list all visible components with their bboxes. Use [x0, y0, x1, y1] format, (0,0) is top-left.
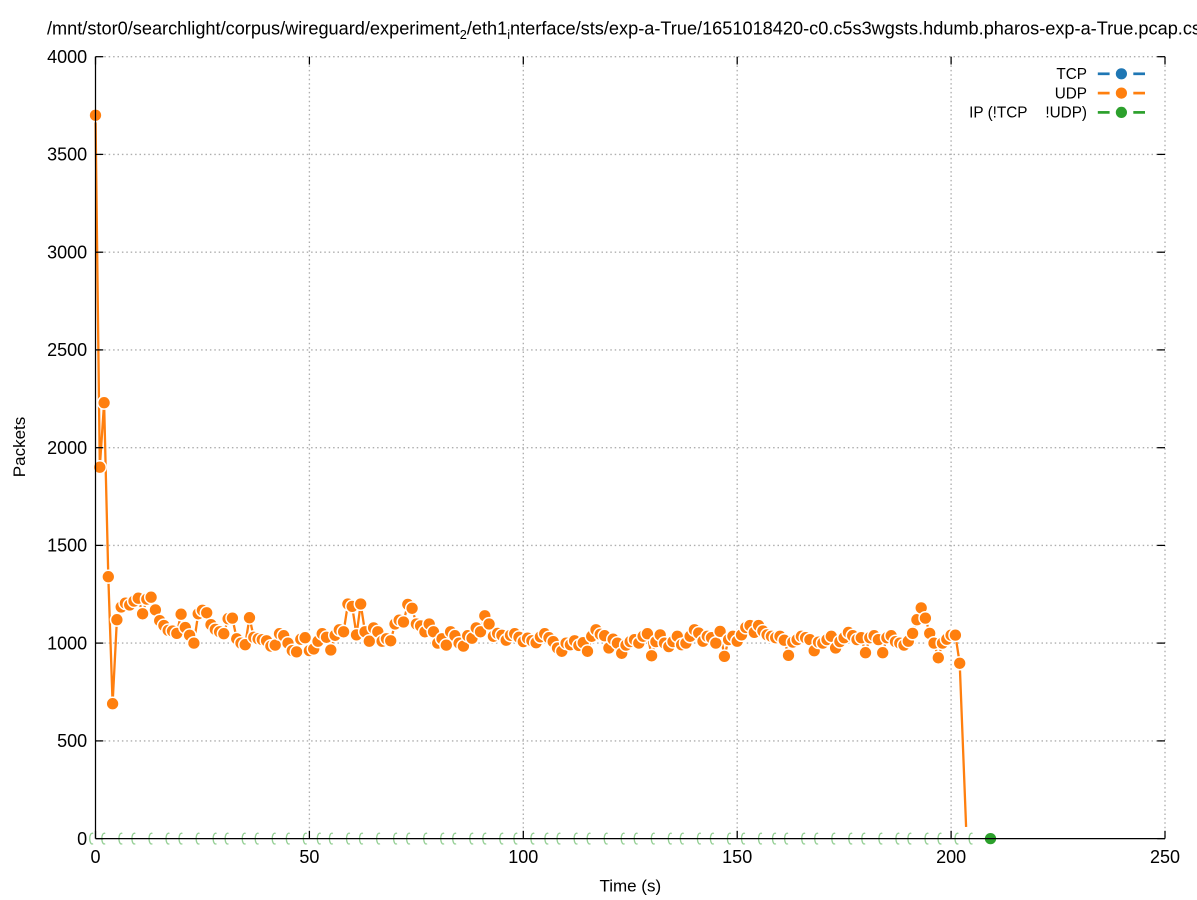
- svg-text:2500: 2500: [47, 340, 87, 360]
- svg-text:TCP: TCP: [1056, 66, 1087, 83]
- svg-text:1500: 1500: [47, 536, 87, 556]
- svg-text:200: 200: [936, 847, 966, 867]
- svg-text:250: 250: [1150, 847, 1180, 867]
- svg-text:50: 50: [299, 847, 319, 867]
- svg-text:Time (s): Time (s): [599, 876, 661, 895]
- svg-text:0: 0: [90, 847, 100, 867]
- svg-text:2000: 2000: [47, 438, 87, 458]
- svg-text:1000: 1000: [47, 633, 87, 653]
- svg-text:/mnt/stor0/searchlight/corpus/: /mnt/stor0/searchlight/corpus/wireguard/…: [47, 19, 1197, 42]
- svg-text:3000: 3000: [47, 242, 87, 262]
- svg-text:500: 500: [57, 731, 87, 751]
- svg-text:100: 100: [508, 847, 538, 867]
- svg-text:UDP: UDP: [1055, 85, 1087, 102]
- svg-text:3500: 3500: [47, 145, 87, 165]
- svg-text:Packets: Packets: [10, 417, 29, 477]
- svg-text:0: 0: [77, 829, 87, 849]
- svg-text:IP (!TCP !UDP): IP (!TCP !UDP): [969, 105, 1087, 122]
- svg-text:150: 150: [722, 847, 752, 867]
- svg-text:4000: 4000: [47, 47, 87, 67]
